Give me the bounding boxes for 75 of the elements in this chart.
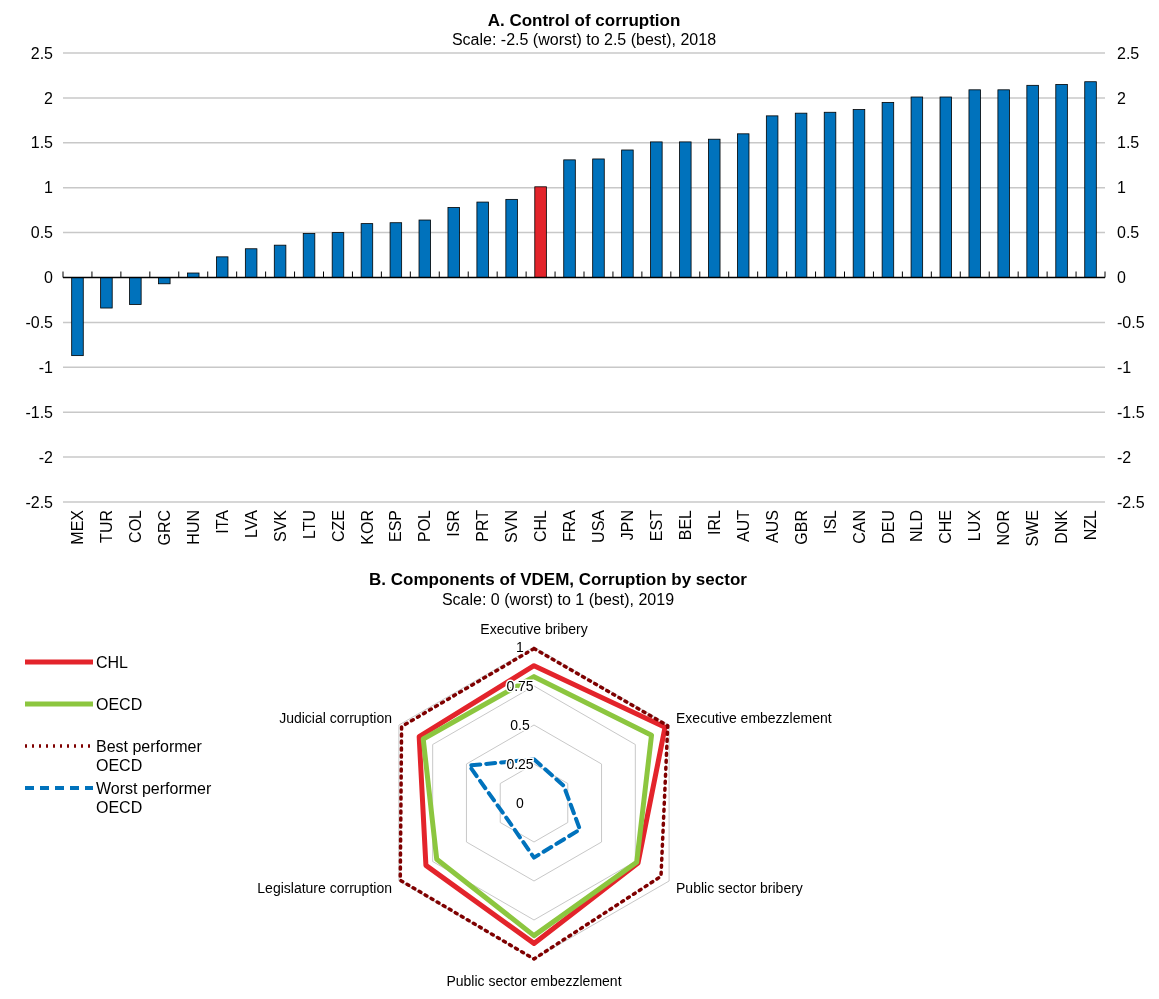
y2-tick-label: 1 xyxy=(1117,179,1126,197)
x-tick-label: JPN xyxy=(619,510,637,541)
y2-tick-label: -1.5 xyxy=(1117,403,1145,421)
x-tick-label: CAN xyxy=(850,510,868,544)
y-tick-label: 2 xyxy=(44,89,54,107)
x-tick-label: HUN xyxy=(184,510,202,545)
x-tick-label: BEL xyxy=(676,509,694,541)
legend-label: Worst performer OECD xyxy=(96,779,212,816)
y-tick-label: 0.5 xyxy=(30,224,54,242)
x-tick-label: ITA xyxy=(213,509,231,534)
y2-tick-label: 1.5 xyxy=(1117,134,1140,152)
x-tick-label: KOR xyxy=(358,510,376,545)
x-tick-label: ISL xyxy=(821,509,839,535)
chart-title: B. Components of VDEM, Corruption by sector xyxy=(369,570,748,589)
x-tick-label: NOR xyxy=(995,510,1013,546)
chart-subtitle: Scale: -2.5 (worst) to 2.5 (best), 2018 xyxy=(451,31,717,48)
x-tick-label: CHE xyxy=(937,510,955,544)
x-tick-label: AUT xyxy=(734,509,752,542)
x-tick-label: DNK xyxy=(1053,509,1071,544)
x-tick-label: PRT xyxy=(474,509,492,542)
x-tick-label: MEX xyxy=(69,509,87,545)
y-tick-label: 0.5 xyxy=(510,716,530,733)
spoke-label: Executive embezzlement xyxy=(676,709,832,726)
x-tick-label: NLD xyxy=(908,510,926,543)
x-tick-label: DEU xyxy=(879,510,897,544)
spoke-label: Executive bribery xyxy=(480,620,588,637)
x-tick-label: USA xyxy=(590,509,608,543)
y-tick-label: -0.5 xyxy=(25,314,54,331)
y2-tick-label: 2.5 xyxy=(1117,44,1140,62)
chart-subtitle: Scale: 0 (worst) to 1 (best), 2019 xyxy=(441,591,675,608)
x-tick-label: SVN xyxy=(503,510,521,543)
x-tick-label: SWE xyxy=(1024,510,1042,547)
y2-tick-label: 0 xyxy=(1117,269,1126,287)
y-tick-label: 1 xyxy=(516,638,525,655)
y-tick-label: 1.5 xyxy=(30,134,54,152)
x-tick-label: CHL xyxy=(532,509,550,543)
y-tick-label: -2.5 xyxy=(25,493,54,511)
x-tick-label: IRL xyxy=(705,509,723,535)
x-tick-label: LTU xyxy=(300,510,318,540)
y2-tick-label: -0.5 xyxy=(1117,314,1145,331)
x-tick-label: POL xyxy=(416,509,434,543)
legend-label: Best performer OECD xyxy=(96,737,203,774)
chart-title: A. Control of corruption xyxy=(487,11,681,30)
x-tick-label: TUR xyxy=(98,510,116,543)
spoke-label: Judicial corruption xyxy=(279,709,392,726)
x-tick-label: NZL xyxy=(1082,509,1100,541)
x-tick-label: EST xyxy=(647,509,665,542)
y-tick-label: -1.5 xyxy=(25,403,54,421)
spoke-label: Public sector bribery xyxy=(676,879,803,896)
legend-label: CHL xyxy=(96,653,129,671)
y2-tick-label: -2 xyxy=(1117,448,1132,466)
y2-tick-label: 0.5 xyxy=(1117,224,1140,242)
y2-tick-label: -2.5 xyxy=(1117,493,1145,511)
x-tick-label: ISR xyxy=(445,510,463,537)
y-tick-label: 0 xyxy=(516,794,525,811)
x-tick-label: LUX xyxy=(966,509,984,542)
legend-label: OECD xyxy=(96,695,143,713)
x-tick-label: GBR xyxy=(792,510,810,545)
y2-tick-label: 2 xyxy=(1117,89,1126,107)
y2-tick-label: -1 xyxy=(1117,358,1132,376)
spoke-label: Legislature corruption xyxy=(257,879,392,896)
y-tick-label: -1 xyxy=(38,358,54,376)
x-tick-label: COL xyxy=(126,509,144,543)
y-tick-label: 1 xyxy=(44,179,54,197)
x-tick-label: AUS xyxy=(763,510,781,543)
y-tick-label: 2.5 xyxy=(30,44,54,62)
x-tick-label: CZE xyxy=(329,510,347,542)
spoke-label: Public sector embezzlement xyxy=(446,972,622,989)
y-tick-label: 0 xyxy=(44,269,54,287)
y-tick-label: -2 xyxy=(38,448,54,466)
x-tick-label: FRA xyxy=(561,509,579,542)
x-tick-label: GRC xyxy=(155,510,173,546)
x-tick-label: ESP xyxy=(387,510,405,543)
x-tick-label: LVA xyxy=(242,509,260,538)
x-tick-label: SVK xyxy=(271,509,289,543)
